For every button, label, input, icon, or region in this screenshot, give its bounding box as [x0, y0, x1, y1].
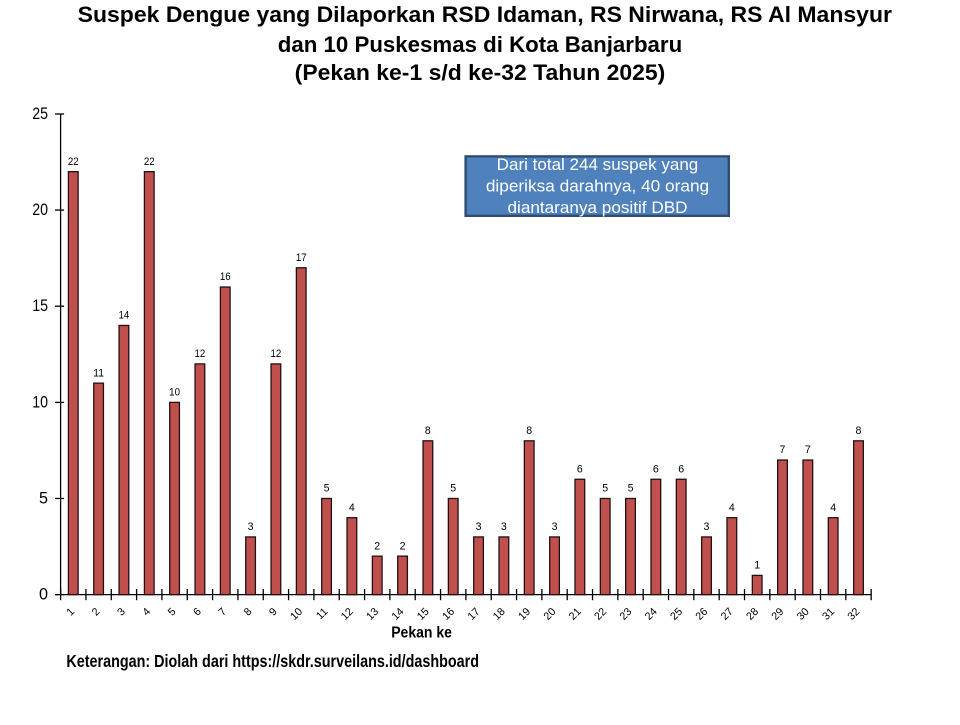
svg-text:5: 5 [628, 483, 634, 495]
svg-text:30: 30 [795, 606, 812, 623]
svg-text:5: 5 [450, 483, 456, 495]
svg-text:32: 32 [845, 606, 862, 623]
svg-text:7: 7 [780, 444, 786, 456]
svg-text:3: 3 [704, 521, 710, 533]
svg-text:20: 20 [32, 201, 48, 219]
svg-text:dan 10 Puskesmas di Kota Banja: dan 10 Puskesmas di Kota Banjarbaru [278, 32, 682, 57]
svg-text:6: 6 [577, 463, 583, 475]
svg-text:3: 3 [248, 521, 254, 533]
svg-text:13: 13 [364, 606, 381, 623]
svg-text:21: 21 [567, 606, 584, 623]
svg-text:27: 27 [719, 606, 736, 623]
svg-text:12: 12 [339, 606, 356, 623]
svg-text:3: 3 [501, 521, 507, 533]
svg-text:3: 3 [552, 521, 558, 533]
svg-text:10: 10 [169, 387, 180, 399]
svg-text:5: 5 [602, 483, 608, 495]
svg-text:7: 7 [805, 444, 811, 456]
svg-text:22: 22 [144, 156, 155, 168]
svg-text:10: 10 [288, 606, 305, 623]
svg-text:11: 11 [93, 367, 104, 379]
svg-text:8: 8 [526, 425, 532, 437]
svg-text:4: 4 [349, 502, 355, 514]
svg-text:6: 6 [653, 463, 659, 475]
svg-text:4: 4 [830, 502, 836, 514]
svg-text:(Pekan ke-1 s/d ke-32 Tahun 20: (Pekan ke-1 s/d ke-32 Tahun 2025) [295, 60, 666, 85]
svg-text:diperiksa darahnya, 40 orang: diperiksa darahnya, 40 orang [486, 177, 709, 196]
svg-text:29: 29 [769, 606, 786, 623]
svg-text:17: 17 [465, 606, 482, 623]
svg-text:Keterangan: Diolah dari https:: Keterangan: Diolah dari https://skdr.sur… [66, 651, 479, 671]
svg-text:2: 2 [400, 540, 406, 552]
svg-text:Pekan ke: Pekan ke [391, 625, 452, 642]
svg-text:20: 20 [541, 606, 558, 623]
svg-text:18: 18 [491, 606, 508, 623]
svg-text:15: 15 [32, 297, 48, 315]
svg-text:17: 17 [296, 252, 307, 264]
svg-text:28: 28 [744, 606, 761, 623]
svg-text:diantaranya positif DBD: diantaranya positif DBD [508, 198, 688, 217]
svg-text:5: 5 [39, 489, 48, 507]
svg-text:25: 25 [32, 105, 48, 123]
svg-text:8: 8 [856, 425, 862, 437]
svg-text:14: 14 [389, 606, 406, 623]
svg-text:15: 15 [415, 606, 432, 623]
svg-text:31: 31 [820, 606, 837, 623]
svg-text:26: 26 [693, 606, 710, 623]
svg-text:23: 23 [617, 606, 634, 623]
svg-text:12: 12 [271, 348, 282, 360]
svg-text:12: 12 [195, 348, 206, 360]
svg-text:6: 6 [678, 463, 684, 475]
svg-text:19: 19 [516, 606, 533, 623]
svg-text:5: 5 [324, 483, 330, 495]
svg-text:Dari total 244 suspek yang: Dari total 244 suspek yang [497, 155, 699, 174]
svg-text:Suspek Dengue yang Dilaporkan: Suspek Dengue yang Dilaporkan RSD Idaman… [78, 2, 893, 27]
svg-text:4: 4 [729, 502, 735, 514]
svg-text:1: 1 [754, 560, 760, 572]
svg-text:22: 22 [68, 156, 79, 168]
svg-text:24: 24 [643, 606, 660, 623]
svg-text:3: 3 [476, 521, 482, 533]
svg-text:25: 25 [668, 606, 685, 623]
svg-text:10: 10 [32, 393, 48, 411]
svg-text:16: 16 [220, 271, 231, 283]
svg-text:8: 8 [425, 425, 431, 437]
svg-text:16: 16 [440, 606, 457, 623]
svg-text:2: 2 [374, 540, 380, 552]
svg-text:22: 22 [592, 606, 609, 623]
svg-text:14: 14 [119, 310, 130, 322]
svg-text:0: 0 [39, 586, 48, 604]
